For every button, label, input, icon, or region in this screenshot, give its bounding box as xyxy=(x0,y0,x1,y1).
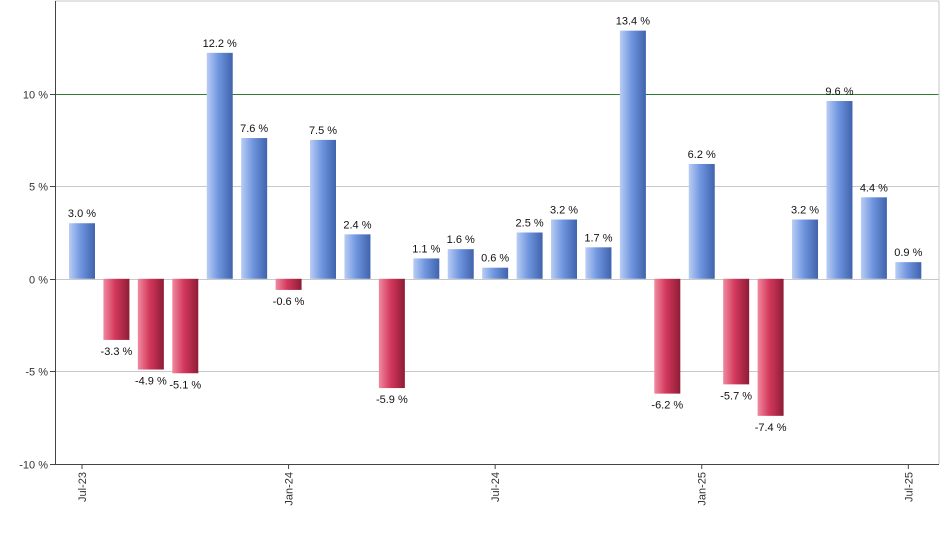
bar-positive xyxy=(241,138,268,279)
bar-negative xyxy=(723,278,750,385)
bar-positive xyxy=(585,247,612,279)
bar-positive xyxy=(688,163,715,279)
bar-positive xyxy=(826,101,853,279)
data-label: -6.2 % xyxy=(651,400,683,412)
data-label: -0.6 % xyxy=(273,296,305,308)
bar-negative xyxy=(172,278,199,374)
y-tick-label: 0 % xyxy=(29,275,48,287)
bar-positive xyxy=(482,267,509,279)
data-label: -5.1 % xyxy=(169,379,201,391)
bar-positive xyxy=(619,30,646,279)
bars xyxy=(69,30,922,416)
data-label: 7.5 % xyxy=(309,125,337,137)
bar-positive xyxy=(792,219,819,279)
data-label: 1.1 % xyxy=(412,243,440,255)
x-tick-label: Jul-25 xyxy=(903,472,915,502)
data-label: 0.6 % xyxy=(481,253,509,265)
bar-positive xyxy=(895,262,922,279)
data-label: 1.7 % xyxy=(584,232,612,244)
bar-negative xyxy=(103,278,130,340)
bar-positive xyxy=(516,232,543,279)
data-label: 3.2 % xyxy=(550,205,578,217)
data-label: 4.4 % xyxy=(860,182,888,194)
data-label: 9.6 % xyxy=(825,86,853,98)
bar-positive xyxy=(310,139,337,279)
data-label: 13.4 % xyxy=(616,16,650,28)
bar-positive xyxy=(69,223,95,279)
bar-negative xyxy=(275,278,302,290)
data-label: 1.6 % xyxy=(447,234,475,246)
bar-negative xyxy=(137,278,164,370)
y-tick-label: 10 % xyxy=(23,90,48,102)
x-tick-label: Jul-24 xyxy=(490,472,502,502)
bar-positive xyxy=(447,249,474,279)
bar-positive xyxy=(344,234,371,279)
data-label: 2.4 % xyxy=(343,219,371,231)
bar-negative xyxy=(378,278,405,389)
data-label: 3.2 % xyxy=(791,205,819,217)
x-tick-label: Jan-25 xyxy=(697,472,709,506)
data-label: -5.9 % xyxy=(376,394,408,406)
y-tick-label: -5 % xyxy=(25,367,48,379)
data-label: 12.2 % xyxy=(203,38,237,50)
data-labels: 3.0 % -3.3 % -4.9 % -5.1 % 12.2 % 7.6 % -0.6 %… xyxy=(68,16,923,434)
x-tick-label: Jan-24 xyxy=(284,472,296,506)
axes: 10 % 5 % 0 % -5 % -10 % Jul-23 Jan-24 Jul-24 Jan… xyxy=(19,0,940,506)
bar-negative xyxy=(757,278,784,416)
bar-positive xyxy=(413,258,440,279)
bar-negative xyxy=(654,278,681,394)
gridlines xyxy=(55,186,939,372)
y-tick-label: 5 % xyxy=(29,182,48,194)
data-label: 3.0 % xyxy=(68,208,96,220)
bar-positive xyxy=(206,52,233,279)
y-tick-label: -10 % xyxy=(19,460,48,472)
data-label: -3.3 % xyxy=(101,346,133,358)
data-label: 0.9 % xyxy=(894,247,922,259)
data-label: -7.4 % xyxy=(755,422,787,434)
data-label: -4.9 % xyxy=(135,376,167,388)
data-label: 6.2 % xyxy=(688,149,716,161)
bar-positive xyxy=(551,219,578,279)
data-label: -5.7 % xyxy=(720,390,752,402)
bar-positive xyxy=(860,197,887,279)
x-tick-label: Jul-23 xyxy=(77,472,89,502)
data-label: 7.6 % xyxy=(240,123,268,135)
data-label: 2.5 % xyxy=(516,218,544,230)
